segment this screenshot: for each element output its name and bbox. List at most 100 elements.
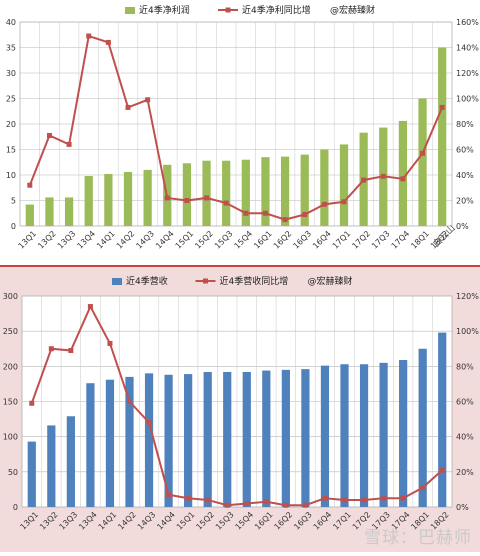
- y-left-tick-label: 35: [6, 44, 16, 53]
- line-marker: [166, 492, 171, 497]
- x-tick-label: 15Q2: [194, 510, 216, 532]
- bar: [125, 377, 133, 507]
- line-marker: [361, 178, 366, 183]
- line-marker: [107, 341, 112, 346]
- y-left-tick-label: 25: [6, 95, 16, 104]
- bar: [438, 333, 446, 507]
- line-marker: [322, 202, 327, 207]
- bar: [85, 176, 93, 226]
- y-left-tick-label: 0: [11, 222, 16, 231]
- line-marker: [67, 142, 72, 147]
- bar: [67, 416, 75, 507]
- x-tick-label: 16Q3: [291, 229, 313, 251]
- x-tick-label: 14Q3: [136, 510, 158, 532]
- bar: [222, 161, 230, 226]
- bar: [26, 205, 34, 226]
- line-marker: [224, 201, 229, 206]
- line-marker: [440, 468, 445, 473]
- bar: [399, 360, 407, 507]
- bar: [301, 369, 309, 507]
- line-marker: [106, 40, 111, 45]
- line-marker: [204, 195, 209, 200]
- bar: [223, 372, 231, 507]
- line-marker: [283, 217, 288, 222]
- bar: [281, 157, 289, 226]
- line-marker: [420, 151, 425, 156]
- line-marker: [184, 198, 189, 203]
- y-right-tick-label: 100%: [456, 95, 479, 104]
- line-marker: [342, 497, 347, 502]
- y-right-tick-label: 80%: [456, 362, 474, 371]
- bar: [438, 48, 446, 227]
- bar: [242, 160, 250, 226]
- y-right-tick-label: 60%: [456, 146, 474, 155]
- line-marker: [264, 499, 269, 504]
- legend-label: @宏赫臻财: [330, 4, 375, 16]
- line-marker: [420, 485, 425, 490]
- x-tick-label: 17Q3: [370, 229, 392, 251]
- bar: [28, 442, 36, 507]
- line-marker: [29, 401, 34, 406]
- line-marker: [86, 34, 91, 39]
- bar: [262, 371, 270, 507]
- x-tick-label: 17Q1: [331, 229, 353, 251]
- x-tick-label: 14Q2: [116, 510, 138, 532]
- line-marker: [401, 496, 406, 501]
- x-tick-label: 16Q3: [292, 510, 314, 532]
- y-left-tick-label: 300: [3, 292, 18, 301]
- line-marker: [381, 174, 386, 179]
- line-marker: [126, 105, 131, 110]
- legend-bar-swatch: [125, 7, 135, 14]
- bar: [379, 363, 387, 507]
- x-tick-label: 15Q3: [213, 229, 235, 251]
- y-right-tick-label: 20%: [456, 468, 474, 477]
- x-tick-label: 16Q4: [311, 229, 333, 251]
- line-marker: [243, 211, 248, 216]
- y-right-tick-label: 20%: [456, 197, 474, 206]
- line-marker: [186, 496, 191, 501]
- legend-line-marker: [226, 8, 231, 13]
- y-left-tick-label: 5: [11, 197, 16, 206]
- y-left-tick-label: 50: [8, 468, 18, 477]
- x-tick-label: 16Q2: [272, 229, 294, 251]
- line-marker: [303, 503, 308, 508]
- y-left-tick-label: 150: [3, 398, 18, 407]
- bar: [45, 197, 53, 226]
- bar: [106, 380, 114, 507]
- line-marker: [400, 176, 405, 181]
- x-tick-label: 13Q2: [36, 229, 58, 251]
- y-right-tick-label: 120%: [456, 69, 479, 78]
- line-marker: [145, 97, 150, 102]
- bar: [360, 364, 368, 507]
- bar: [282, 370, 290, 507]
- revenue-chart: 0501001502002503000%20%40%60%80%100%120%…: [0, 267, 480, 552]
- bar: [321, 366, 329, 507]
- x-tick-label: 16Q4: [312, 510, 334, 532]
- x-tick-label: 16Q2: [273, 510, 295, 532]
- line-marker: [88, 304, 93, 309]
- y-left-tick-label: 200: [3, 362, 18, 371]
- line-marker: [263, 211, 268, 216]
- legend-label: 近4季净利润: [139, 4, 190, 16]
- x-tick-label: 13Q1: [17, 229, 39, 251]
- x-tick-label: 14Q1: [97, 510, 119, 532]
- x-tick-label: 13Q1: [19, 510, 41, 532]
- line-marker: [205, 497, 210, 502]
- line-marker: [362, 497, 367, 502]
- x-tick-label: 14Q3: [134, 229, 156, 251]
- x-tick-label: 13Q2: [38, 510, 60, 532]
- line-marker: [440, 105, 445, 110]
- bar: [104, 174, 112, 226]
- bar: [124, 172, 132, 226]
- y-left-tick-label: 0: [13, 503, 18, 512]
- line-marker: [225, 503, 230, 508]
- line-marker: [244, 501, 249, 506]
- x-tick-label: 13Q3: [58, 510, 80, 532]
- bar: [65, 197, 73, 226]
- y-right-tick-label: 0%: [456, 222, 469, 231]
- x-tick-label: 14Q4: [154, 229, 176, 251]
- y-left-tick-label: 30: [6, 69, 16, 78]
- y-right-tick-label: 100%: [456, 327, 479, 336]
- legend-bar-swatch: [112, 278, 122, 285]
